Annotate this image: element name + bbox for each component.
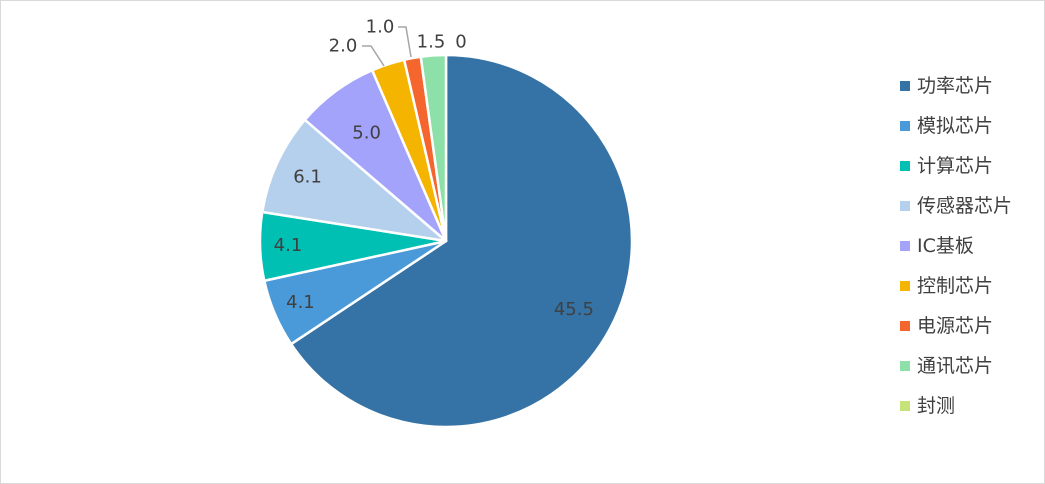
legend-label: 传感器芯片 [917,194,1013,217]
legend-swatch [900,361,910,371]
legend-item-6: 控制芯片 [900,266,1040,306]
data-label-1: 45.5 [554,299,594,320]
legend-swatch [900,121,910,131]
data-label-3: 4.1 [274,235,303,256]
legend-item-4: 传感器芯片 [900,186,1040,226]
legend-item-8: 通讯芯片 [900,346,1040,386]
legend-swatch [900,281,910,291]
pie-slice-8 [419,53,448,243]
legend-item-2: 模拟芯片 [900,106,1040,146]
legend-swatch [900,161,910,171]
legend-item-3: 计算芯片 [900,146,1040,186]
legend-swatch [900,241,910,251]
legend-label: 封测 [917,394,956,417]
legend-label: 计算芯片 [917,154,994,177]
data-label-8: 1.5 [417,32,446,53]
legend-item-9: 封测 [900,386,1040,426]
legend-swatch [900,401,910,411]
data-label-6: 2.0 [329,36,358,57]
data-label-4: 6.1 [293,167,322,188]
data-label-5: 5.0 [352,123,381,144]
legend-label: 通讯芯片 [917,354,994,377]
chart-legend: 功率芯片模拟芯片计算芯片传感器芯片 IC基板控制芯片电源芯片通讯芯片封测 [900,66,1040,426]
data-label-7: 1.0 [366,17,395,38]
legend-item-1: 功率芯片 [900,66,1040,106]
legend-swatch [900,321,910,331]
data-label-9: 0 [455,32,466,53]
legend-item-5: IC基板 [900,226,1040,266]
legend-label: 功率芯片 [917,74,994,97]
legend-label: 控制芯片 [917,274,994,297]
legend-item-7: 电源芯片 [900,306,1040,346]
pie-slice-1 [289,53,634,429]
legend-label: 电源芯片 [917,314,994,337]
legend-label: IC基板 [917,234,974,257]
pie-slice-4 [261,118,448,243]
leader-line-6 [362,45,385,67]
legend-label: 模拟芯片 [917,114,994,137]
data-label-2: 4.1 [286,292,315,313]
legend-swatch [900,81,910,91]
legend-swatch [900,201,910,211]
leader-line-7 [398,26,412,58]
